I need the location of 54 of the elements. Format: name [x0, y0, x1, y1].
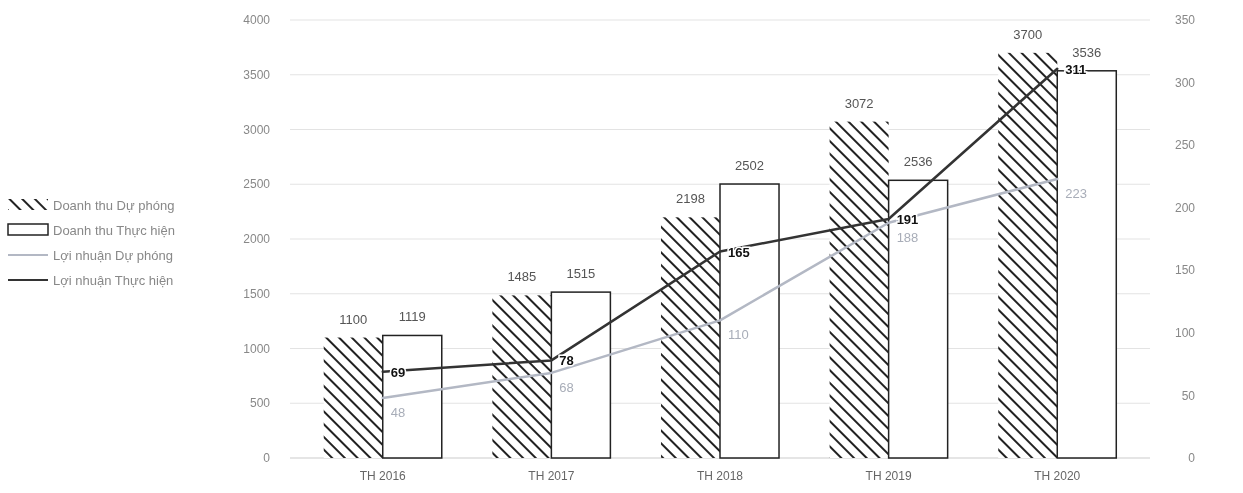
y2-tick-label: 250: [1174, 138, 1196, 153]
y2-tick-label: 50: [1181, 388, 1196, 403]
data-label: 78: [559, 353, 574, 369]
y2-tick-label: 0: [1188, 451, 1196, 466]
data-label: 191: [896, 211, 919, 227]
data-label: 110: [728, 327, 749, 343]
y-tick-label: 2000: [243, 232, 271, 247]
data-label: 68: [559, 379, 574, 395]
bar: [829, 121, 889, 458]
data-label: 223: [1065, 185, 1087, 201]
y2-tick-label: 300: [1174, 75, 1196, 90]
bar: [323, 337, 383, 458]
data-label: 48: [390, 404, 406, 420]
data-label: 3700: [1013, 26, 1043, 42]
y-tick-label: 2500: [243, 177, 271, 192]
bar: [719, 183, 780, 459]
data-label: 165: [728, 244, 750, 260]
data-label: 1119: [398, 309, 426, 325]
bar: [382, 334, 443, 459]
data-label: 1100: [339, 311, 368, 327]
legend-label: Lợi nhuận Dự phóng: [53, 247, 173, 263]
x-tick-label: TH 2016: [359, 469, 407, 483]
data-label: 3536: [1072, 44, 1102, 60]
data-label: 2502: [735, 158, 764, 174]
data-label: 1485: [507, 269, 537, 285]
line-series: [381, 177, 1059, 400]
x-tick-label: TH 2017: [528, 469, 575, 483]
x-tick-label: TH 2018: [696, 469, 744, 483]
x-tick-label: TH 2020: [1034, 469, 1081, 483]
y2-tick-label: 100: [1174, 326, 1196, 341]
y-tick-label: 3500: [243, 67, 271, 82]
y2-tick-label: 200: [1174, 200, 1196, 215]
data-label: 1515: [566, 266, 596, 282]
data-label: 188: [896, 229, 919, 245]
x-tick-label: TH 2019: [865, 469, 912, 483]
data-label: 2536: [903, 154, 933, 170]
legend-label: Doanh thu Dự phóng: [53, 197, 175, 213]
legend-label: Lợi nhuận Thực hiện: [53, 272, 174, 288]
y-tick-label: 0: [263, 451, 271, 466]
y2-tick-label: 350: [1174, 13, 1196, 28]
y-tick-label: 1000: [243, 341, 271, 356]
bar: [660, 217, 720, 458]
bar: [998, 52, 1058, 458]
bar: [492, 295, 552, 458]
bar: [887, 179, 949, 459]
bar: [550, 291, 612, 459]
data-label: 2198: [676, 191, 705, 207]
y-tick-label: 500: [249, 396, 271, 411]
y-tick-label: 4000: [243, 13, 271, 28]
legend-label: Doanh thu Thực hiện: [53, 222, 175, 238]
data-label: 3072: [844, 95, 874, 111]
y2-tick-label: 150: [1174, 263, 1196, 278]
y-tick-label: 3000: [243, 122, 271, 137]
y-tick-label: 1500: [243, 286, 271, 301]
